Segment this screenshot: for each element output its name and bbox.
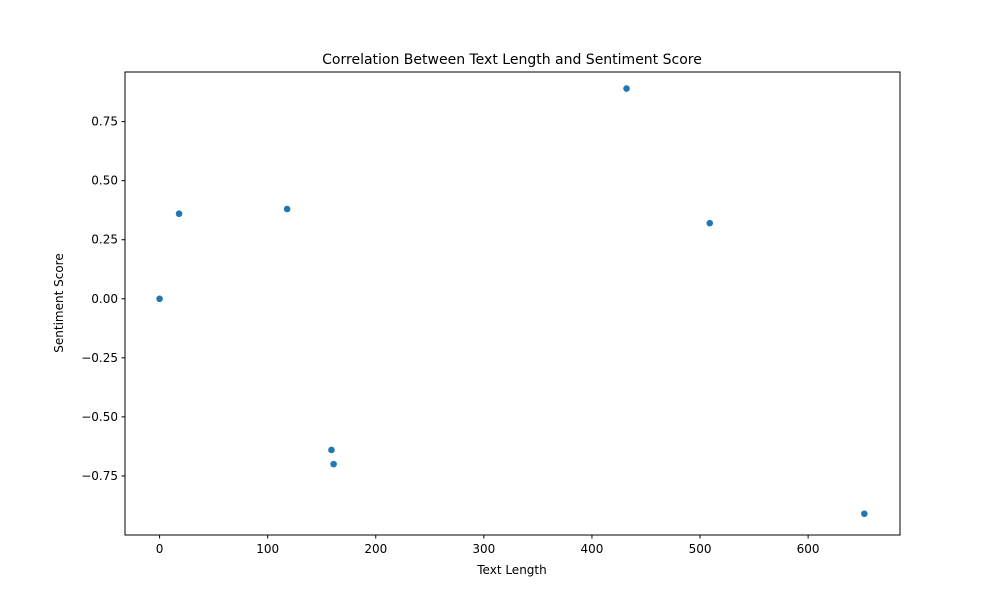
y-axis-ticks: −0.75 −0.50 −0.25 0.00 0.25 0.50 0.75 bbox=[81, 115, 125, 483]
chart-title: Correlation Between Text Length and Sent… bbox=[322, 52, 702, 68]
y-tick-label: 0.25 bbox=[91, 233, 118, 247]
data-point bbox=[327, 446, 336, 454]
data-point bbox=[175, 209, 183, 218]
y-tick-label: −0.50 bbox=[81, 410, 118, 424]
plot-area-frame bbox=[124, 71, 901, 536]
y-axis-label: Sentiment Score bbox=[52, 253, 66, 352]
data-point bbox=[155, 294, 164, 303]
x-tick-label: 100 bbox=[256, 542, 279, 556]
x-tick-label: 400 bbox=[580, 542, 603, 556]
y-tick-label: −0.75 bbox=[81, 469, 118, 483]
x-axis-label: Text Length bbox=[476, 563, 546, 577]
y-tick-label: 0.00 bbox=[91, 292, 118, 306]
x-tick-label: 0 bbox=[156, 542, 164, 556]
x-tick-label: 300 bbox=[472, 542, 495, 556]
x-axis-ticks: 0 100 200 300 400 500 600 bbox=[156, 535, 820, 556]
x-tick-label: 600 bbox=[797, 542, 820, 556]
y-tick-label: −0.25 bbox=[81, 351, 118, 365]
data-point bbox=[622, 84, 631, 93]
y-tick-label: 0.75 bbox=[91, 115, 118, 129]
x-tick-label: 200 bbox=[364, 542, 387, 556]
data-point bbox=[705, 219, 714, 228]
y-tick-label: 0.50 bbox=[91, 174, 118, 188]
data-points bbox=[155, 84, 869, 518]
data-point bbox=[329, 460, 338, 469]
data-point bbox=[283, 205, 292, 213]
x-tick-label: 500 bbox=[689, 542, 712, 556]
data-point bbox=[860, 509, 869, 518]
